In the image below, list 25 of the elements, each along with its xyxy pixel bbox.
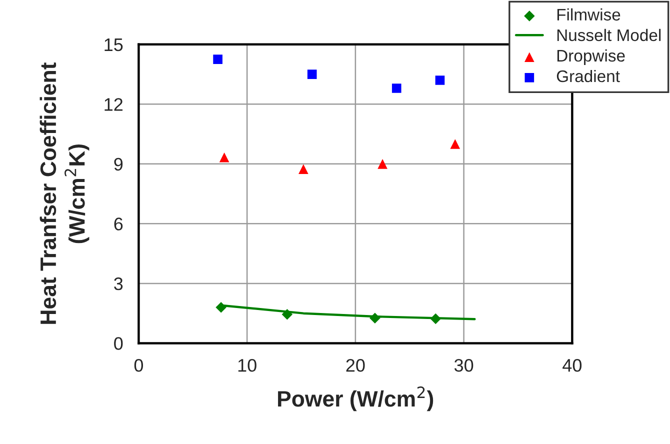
legend-label: Filmwise (557, 8, 620, 21)
y-tick-label: 15 (104, 38, 123, 52)
y-tick-label: 0 (114, 337, 123, 350)
point (392, 84, 402, 93)
x-tick-label: 30 (454, 358, 474, 372)
point (219, 152, 230, 162)
point (450, 139, 460, 149)
y-tick-label: 12 (104, 98, 123, 111)
legend-label: Dropwise (557, 49, 625, 65)
legend-label: Nusselt Model (557, 28, 661, 42)
y-tick-label: 6 (114, 218, 123, 230)
y-axis-title: Heat Tranfser Coefficient (W/cm$^{2}$K) (40, 62, 90, 324)
y-tick-label: 3 (114, 277, 123, 290)
x-tick-label: 0 (134, 358, 144, 372)
x-tick-label: 10 (238, 358, 256, 372)
y-tick-label: 9 (114, 158, 123, 171)
point (435, 76, 445, 85)
point (298, 164, 308, 174)
x-tick-label: 20 (346, 358, 365, 372)
legend-label: Gradient (556, 70, 620, 82)
x-tick-label: 40 (562, 358, 582, 372)
point (378, 159, 388, 169)
point (213, 54, 222, 64)
point (307, 70, 317, 79)
x-axis-title: Power (W/cm$^{2}$) (278, 386, 434, 412)
